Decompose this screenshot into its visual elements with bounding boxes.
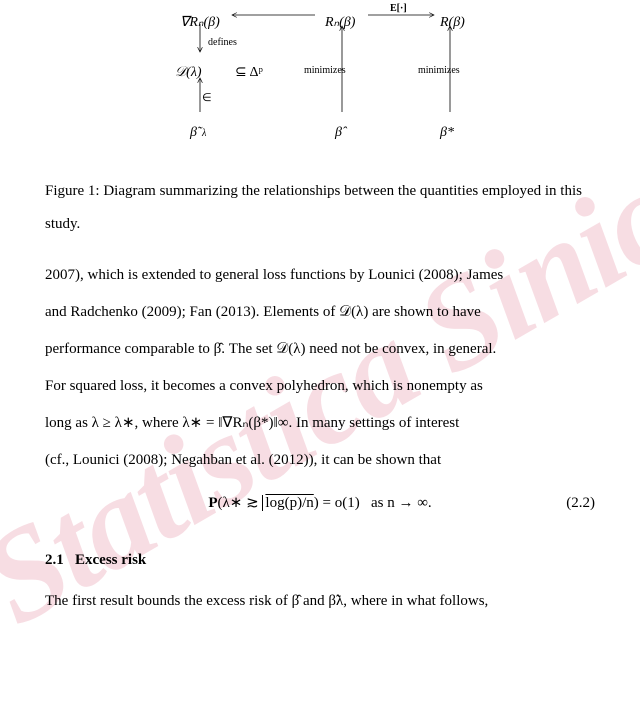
node-beta-tilde-sub: λ [202,123,206,145]
equation-body: P(λ∗ ≳ ​log(p)/n) = o(1) as n → ∞. [208,487,431,520]
node-r: R(β) [440,8,465,39]
body-line: (cf., Lounici (2008); Negahban et al. (2… [45,444,595,477]
equation-2-2: P(λ∗ ≳ ​log(p)/n) = o(1) as n → ∞. (2.2) [45,487,595,520]
figure-caption-text: Diagram summarizing the relationships be… [45,183,582,232]
eq-prob: P [208,495,217,511]
body-line: The first result bounds the excess risk … [45,585,595,618]
body-line: performance comparable to β̂. The set 𝒟(… [45,333,595,366]
body-line: and Radchenko (2009); Fan (2013). Elemen… [45,296,595,329]
page-content: ∇Rₙ(β) Rₙ(β) R(β) 𝒟(λ) ⊆ Δᵖ β̃ λ β̂ β* E… [0,0,640,618]
node-rn: Rₙ(β) [325,8,355,39]
section-number: 2.1 [45,552,64,568]
body-line: For squared loss, it becomes a convex po… [45,370,595,403]
node-beta-tilde: β̃ [190,118,197,149]
figure-diagram: ∇Rₙ(β) Rₙ(β) R(β) 𝒟(λ) ⊆ Δᵖ β̃ λ β̂ β* E… [120,0,520,150]
edge-label-minimizes-2: minimizes [418,60,460,82]
eq-close: ) = o(1) as n → ∞. [314,495,432,511]
equation-number: (2.2) [566,487,595,520]
edge-label-expectation: E[·] [390,0,407,20]
node-beta-hat: β̂ [335,118,342,149]
edge-label-minimizes-1: minimizes [304,60,346,82]
node-d-lambda: 𝒟(λ) [175,58,202,89]
edge-label-element-of: ∈ [202,86,212,110]
figure-caption: Figure 1: Diagram summarizing the relati… [45,175,595,241]
body-line: long as λ ≥ λ∗, where λ∗ = ‖∇Rₙ(β*)‖∞. I… [45,407,595,440]
figure-label: Figure 1: [45,183,100,199]
node-beta-star: β* [440,118,454,149]
node-delta-p: ⊆ Δᵖ [235,58,263,89]
edge-label-defines: defines [208,32,237,54]
section-heading: 2.1 Excess risk [45,544,595,577]
eq-open: (λ∗ ≳ [218,495,263,511]
body-line: 2007), which is extended to general loss… [45,259,595,292]
eq-sqrt: log(p)/n [262,495,313,511]
section-title: Excess risk [75,552,146,568]
